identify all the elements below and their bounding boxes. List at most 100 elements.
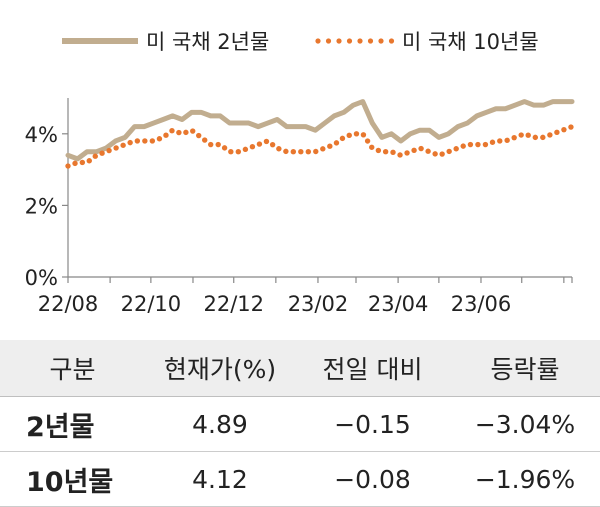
legend-dot [368, 38, 373, 43]
series-dot-10y [418, 146, 423, 151]
legend-dot [357, 38, 362, 43]
series-dot-10y [354, 131, 359, 136]
series-dot-10y [243, 147, 248, 152]
series-dot-10y [283, 149, 288, 154]
chart-legend: 미 국채 2년물 미 국채 10년물 [62, 30, 539, 54]
x-tick-label: 22/10 [121, 292, 182, 316]
x-tick-label: 22/08 [38, 292, 99, 316]
series-dot-10y [176, 130, 181, 135]
x-tick-label: 23/04 [368, 292, 429, 316]
series-dot-10y [93, 154, 98, 159]
y-tick-label: 0% [25, 266, 58, 290]
series-dot-10y [270, 142, 275, 147]
legend-swatch-10y [315, 38, 394, 43]
chart-series [65, 101, 573, 168]
x-tick-label: 22/12 [203, 292, 264, 316]
series-dot-10y [228, 149, 233, 154]
series-dot-10y [327, 144, 332, 149]
header-rate: 등락률 [450, 340, 600, 397]
series-dot-10y [497, 138, 502, 143]
header-change: 전일 대비 [295, 340, 450, 397]
series-dot-10y [475, 142, 480, 147]
series-dot-10y [504, 138, 509, 143]
legend-dot [347, 38, 352, 43]
row-price: 4.89 [145, 397, 295, 452]
series-dot-10y [169, 128, 174, 133]
series-dot-10y [250, 144, 255, 149]
x-tick-label: 23/02 [288, 292, 349, 316]
series-dot-10y [383, 149, 388, 154]
series-dot-10y [518, 132, 523, 137]
series-dot-10y [446, 149, 451, 154]
series-dot-10y [347, 133, 352, 138]
legend-label-10y: 미 국채 10년물 [402, 30, 539, 54]
x-tick-label: 23/06 [451, 292, 512, 316]
series-dot-10y [365, 138, 370, 143]
y-tick-label: 4% [25, 123, 58, 147]
series-dot-10y [568, 124, 573, 129]
series-dot-10y [554, 130, 559, 135]
header-category: 구분 [0, 340, 145, 397]
legend-dot [389, 38, 394, 43]
series-dot-10y [222, 145, 227, 150]
table-row: 2년물 4.89 −0.15 −3.04% [0, 397, 600, 452]
series-dot-10y [432, 151, 437, 156]
series-dot-10y [425, 149, 430, 154]
header-price: 현재가(%) [145, 340, 295, 397]
series-dot-10y [236, 149, 241, 154]
series-dot-10y [106, 148, 111, 153]
series-dot-10y [80, 160, 85, 165]
series-dot-10y [257, 141, 262, 146]
row-change: −0.15 [295, 397, 450, 452]
series-dot-10y [264, 139, 269, 144]
row-price: 4.12 [145, 452, 295, 507]
series-dot-10y [511, 135, 516, 140]
series-dot-10y [113, 145, 118, 150]
series-dot-10y [490, 140, 495, 145]
series-dot-10y [291, 149, 296, 154]
series-dot-10y [404, 150, 409, 155]
series-dot-10y [334, 140, 339, 145]
series-dot-10y [208, 142, 213, 147]
series-dot-10y [369, 145, 374, 150]
row-change: −0.08 [295, 452, 450, 507]
series-dot-10y [120, 143, 125, 148]
series-dot-10y [135, 138, 140, 143]
series-dot-10y [390, 150, 395, 155]
series-dot-10y [183, 130, 188, 135]
series-dot-10y [361, 132, 366, 137]
row-rate: −3.04% [450, 397, 600, 452]
series-dot-10y [540, 135, 545, 140]
series-dot-10y [561, 127, 566, 132]
series-dot-10y [163, 133, 168, 138]
quote-table: 구분 현재가(%) 전일 대비 등락률 2년물 4.89 −0.15 −3.04… [0, 340, 600, 507]
series-dot-10y [127, 140, 132, 145]
series-dot-10y [453, 146, 458, 151]
row-rate: −1.96% [450, 452, 600, 507]
series-dot-10y [461, 143, 466, 148]
series-dot-10y [313, 149, 318, 154]
series-dot-10y [397, 152, 402, 157]
series-dot-10y [320, 146, 325, 151]
series-dot-10y [99, 150, 104, 155]
series-dot-10y [533, 135, 538, 140]
table-header-row: 구분 현재가(%) 전일 대비 등락률 [0, 340, 600, 397]
table-row: 10년물 4.12 −0.08 −1.96% [0, 452, 600, 507]
series-dot-10y [411, 148, 416, 153]
series-dot-10y [340, 136, 345, 141]
series-line-2y [68, 102, 572, 159]
series-dot-10y [376, 148, 381, 153]
series-dot-10y [196, 133, 201, 138]
series-dot-10y [306, 149, 311, 154]
series-dot-10y [468, 142, 473, 147]
series-dot-10y [547, 132, 552, 137]
series-dot-10y [142, 138, 147, 143]
series-dot-10y [150, 138, 155, 143]
row-name: 2년물 [0, 397, 145, 452]
legend-label-2y: 미 국채 2년물 [146, 30, 269, 54]
series-dot-10y [526, 133, 531, 138]
series-dot-10y [202, 137, 207, 142]
series-dot-10y [157, 136, 162, 141]
legend-dot [326, 38, 331, 43]
